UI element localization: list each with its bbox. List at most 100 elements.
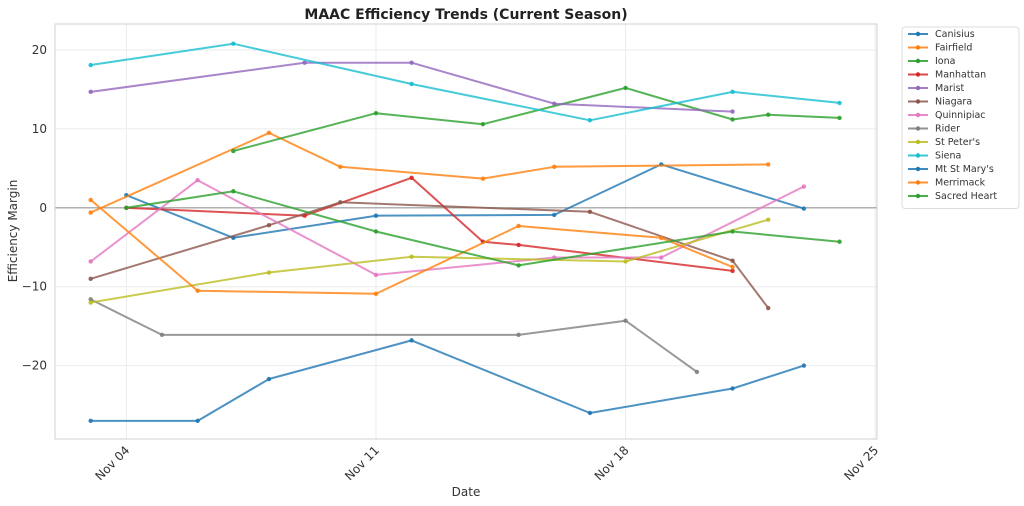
data-point [801, 206, 807, 211]
legend-marker [915, 193, 921, 199]
legend-label: Manhattan [935, 70, 986, 81]
series-st-peter-s [88, 217, 771, 305]
legend-label: Marist [935, 83, 965, 94]
legend-item: Marist [908, 83, 965, 94]
legend-label: Quinnipiac [935, 110, 986, 121]
data-point [373, 291, 379, 297]
data-point [801, 363, 807, 368]
data-point [195, 418, 200, 424]
legend-marker [915, 72, 921, 77]
legend-label: Sacred Heart [935, 191, 997, 202]
legend-item: Canisius [908, 29, 975, 40]
data-point [694, 369, 700, 375]
legend-marker [915, 139, 921, 145]
series-line [126, 190, 840, 267]
data-point [587, 209, 593, 214]
x-tick-label: Nov 18 [592, 443, 632, 483]
data-point [231, 148, 236, 154]
legend-item: Niagara [908, 97, 972, 108]
legend-marker [915, 31, 921, 37]
data-point [587, 410, 593, 416]
legend-box [901, 26, 1020, 209]
data-point [373, 213, 379, 218]
data-point [195, 288, 200, 293]
legend-item: Siena [908, 151, 961, 162]
data-point [552, 164, 557, 170]
legend-item: Manhattan [908, 70, 986, 81]
x-tick-label: Nov 25 [841, 443, 881, 483]
series-mt-st-mary-s [88, 338, 807, 424]
series-line [90, 131, 769, 214]
series-line [90, 179, 805, 276]
data-point [88, 197, 93, 203]
data-point [231, 189, 236, 194]
x-tick-label: Nov 11 [342, 443, 382, 483]
y-axis-label: Efficiency Margin [6, 180, 20, 283]
legend-marker [915, 126, 921, 131]
data-point [766, 217, 771, 222]
y-tick-label: −20 [22, 359, 47, 373]
legend-item: Rider [908, 124, 960, 135]
series-line [126, 176, 733, 272]
legend-item: Fairfield [908, 43, 972, 54]
data-point [373, 272, 379, 278]
data-point [88, 62, 93, 68]
data-point [837, 239, 842, 244]
data-point [730, 229, 735, 234]
data-point [766, 305, 771, 311]
data-point [623, 259, 628, 264]
legend-item: Merrimack [908, 178, 986, 189]
series-iona [231, 85, 842, 154]
legend-marker [915, 45, 921, 50]
data-point [730, 109, 735, 114]
legend-label: Niagara [935, 97, 972, 108]
data-point [409, 60, 414, 65]
legend-label: Iona [935, 56, 955, 67]
legend-label: Canisius [935, 29, 975, 40]
data-point [373, 229, 379, 234]
legend-marker [915, 58, 921, 64]
data-point [159, 332, 165, 338]
legend-marker [915, 166, 921, 172]
data-point [516, 263, 521, 268]
data-point [766, 112, 771, 117]
legend-label: St Peter's [935, 137, 980, 148]
data-point [730, 268, 735, 274]
data-point [409, 175, 414, 181]
x-axis-label: Date [452, 485, 481, 499]
series-niagara [88, 200, 771, 311]
data-point [587, 118, 593, 123]
y-tick-label: 0 [39, 201, 47, 215]
data-point [338, 200, 343, 205]
legend-marker [915, 153, 921, 158]
data-point [730, 386, 735, 391]
plot-frame [54, 23, 878, 440]
x-tick-label: Nov 04 [92, 443, 132, 483]
y-tick-label: 20 [32, 43, 47, 57]
legend-marker [915, 180, 921, 185]
legend-item: Quinnipiac [908, 110, 986, 121]
data-point [88, 297, 93, 302]
data-point [730, 117, 735, 122]
data-point [552, 212, 557, 218]
series-marist [88, 60, 735, 114]
legend-item: Sacred Heart [908, 191, 997, 202]
data-point [837, 115, 842, 121]
data-point [730, 258, 735, 263]
y-tick-label: −10 [22, 280, 47, 294]
series-rider [88, 297, 700, 375]
plot-area [55, 24, 877, 439]
series-layer [88, 41, 842, 424]
data-point [837, 100, 842, 106]
data-point [195, 178, 200, 183]
series-siena [88, 41, 842, 123]
data-point [480, 121, 486, 127]
legend-label: Merrimack [935, 178, 986, 189]
data-point [231, 41, 236, 46]
data-point [409, 254, 414, 259]
legend-item: Iona [908, 56, 955, 67]
legend-item: St Peter's [908, 137, 980, 148]
data-point [730, 264, 735, 270]
legend-marker [915, 99, 921, 104]
data-point [88, 89, 93, 95]
